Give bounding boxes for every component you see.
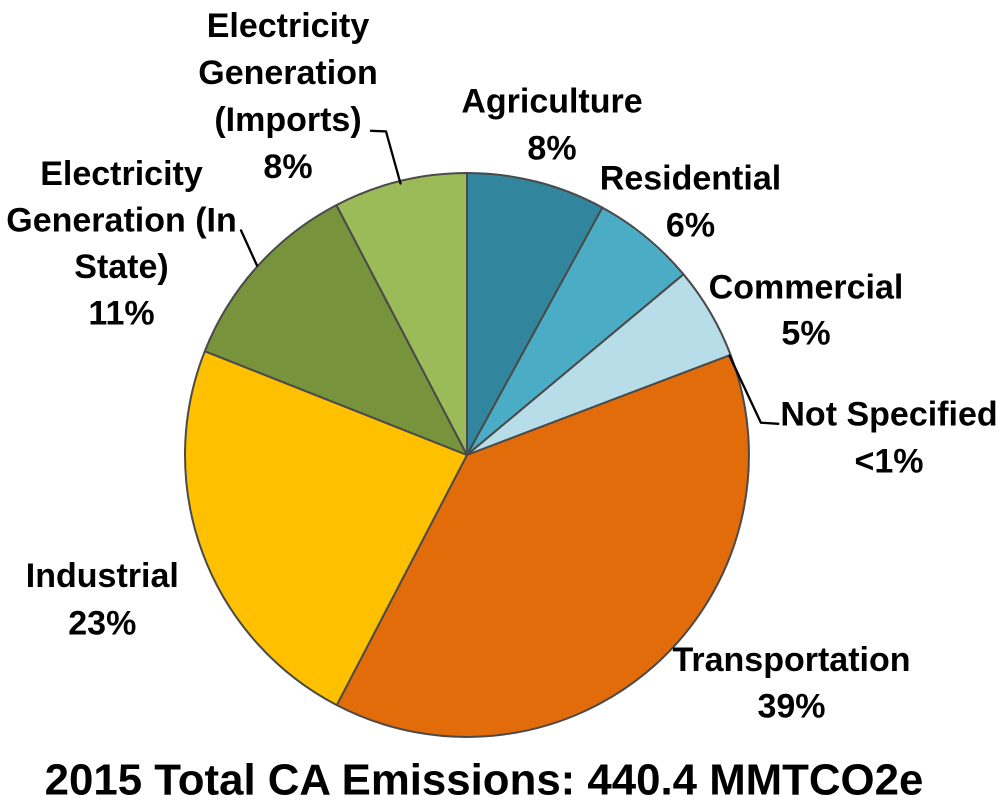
- svg-text:(Imports): (Imports): [214, 101, 361, 139]
- svg-text:Generation (In: Generation (In: [6, 202, 236, 240]
- svg-text:8%: 8%: [527, 130, 576, 168]
- svg-text:Agriculture: Agriculture: [461, 82, 642, 120]
- svg-text:6%: 6%: [666, 207, 715, 245]
- svg-text:5%: 5%: [781, 314, 830, 352]
- svg-text:23%: 23%: [68, 605, 136, 643]
- svg-text:11%: 11%: [88, 295, 154, 333]
- svg-text:Transportation: Transportation: [672, 641, 910, 679]
- svg-text:Electricity: Electricity: [40, 155, 203, 193]
- svg-text:Electricity: Electricity: [207, 7, 370, 45]
- svg-text:State): State): [74, 248, 168, 286]
- svg-text:Industrial: Industrial: [26, 557, 179, 595]
- svg-text:39%: 39%: [757, 687, 825, 725]
- svg-text:Residential: Residential: [600, 159, 781, 197]
- svg-text:2015 Total CA Emissions: 440.4: 2015 Total CA Emissions: 440.4 MMTCO2e: [45, 755, 924, 800]
- svg-text:Generation: Generation: [198, 54, 377, 92]
- svg-text:8%: 8%: [263, 148, 312, 186]
- svg-text:Not Specified: Not Specified: [780, 395, 997, 433]
- svg-text:<1%: <1%: [855, 443, 924, 481]
- svg-text:Commercial: Commercial: [709, 268, 904, 306]
